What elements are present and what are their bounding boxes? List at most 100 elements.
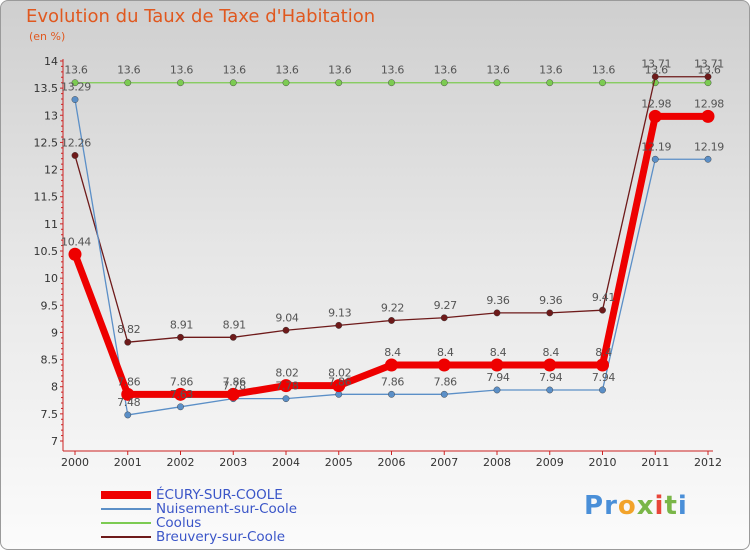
data-point-coolus xyxy=(335,79,343,87)
x-tick-label: 2012 xyxy=(694,456,722,469)
data-point-ecury xyxy=(68,247,82,261)
legend-label: Nuisement-sur-Coole xyxy=(156,501,298,517)
data-point-breuvery xyxy=(282,326,290,334)
data-point-coolus xyxy=(177,79,184,87)
data-point-ecury xyxy=(701,109,715,123)
data-label-ecury: 10.44 xyxy=(61,235,91,248)
legend-item-coolus: Coolus xyxy=(101,515,297,531)
data-label-breuvery: 9.36 xyxy=(486,294,510,307)
data-label-coolus: 13.6 xyxy=(434,64,458,77)
data-label-ecury: 8.4 xyxy=(542,346,559,359)
data-point-nuisement xyxy=(124,411,132,419)
data-label-coolus: 13.6 xyxy=(170,64,194,77)
data-label-breuvery: 13.71 xyxy=(694,58,724,71)
data-label-ecury: 7.86 xyxy=(117,375,141,388)
data-label-nuisement: 12.19 xyxy=(641,140,671,153)
data-label-nuisement: 7.86 xyxy=(328,375,352,388)
x-tick-label: 2011 xyxy=(641,456,669,469)
data-label-breuvery: 13.71 xyxy=(641,58,671,71)
data-label-breuvery: 8.82 xyxy=(117,323,140,336)
chart-unit-label: (en %) xyxy=(29,30,66,43)
data-point-ecury xyxy=(648,109,662,123)
data-point-nuisement xyxy=(71,96,79,103)
data-label-nuisement: 12.19 xyxy=(694,140,724,153)
data-point-nuisement xyxy=(651,155,659,163)
data-label-coolus: 13.6 xyxy=(64,64,88,77)
y-tick-label: 9 xyxy=(51,326,58,339)
data-point-breuvery xyxy=(388,317,395,324)
data-label-nuisement: 7.86 xyxy=(434,375,458,388)
y-tick-label: 8.5 xyxy=(41,354,59,367)
data-label-breuvery: 9.13 xyxy=(328,306,352,319)
data-point-breuvery xyxy=(599,306,606,314)
y-tick-label: 10.5 xyxy=(34,245,59,258)
y-tick-label: 12 xyxy=(44,164,58,177)
logo-letter: P xyxy=(584,491,605,521)
data-label-nuisement: 7.63 xyxy=(170,388,194,401)
data-label-coolus: 13.6 xyxy=(223,64,247,77)
data-label-ecury: 8.4 xyxy=(595,346,612,359)
data-label-nuisement: 7.48 xyxy=(117,396,141,409)
y-tick-label: 14 xyxy=(44,55,58,68)
data-point-nuisement xyxy=(493,386,501,394)
legend-swatch xyxy=(101,536,151,538)
x-tick-label: 2008 xyxy=(483,456,511,469)
data-label-ecury: 7.86 xyxy=(223,375,247,388)
data-point-coolus xyxy=(440,79,448,87)
data-label-coolus: 13.6 xyxy=(539,64,563,77)
data-label-nuisement: 7.94 xyxy=(592,371,616,384)
y-tick-label: 7.5 xyxy=(41,408,59,421)
data-label-nuisement: 7.78 xyxy=(275,380,299,393)
data-point-coolus xyxy=(493,79,501,87)
data-point-breuvery xyxy=(335,321,343,329)
legend-item-ecury: ÉCURY-SUR-COOLE xyxy=(101,487,297,503)
data-label-nuisement: 7.94 xyxy=(539,371,563,384)
y-tick-label: 7 xyxy=(51,435,58,448)
data-label-ecury: 8.4 xyxy=(384,346,401,359)
logo-letter: o xyxy=(617,491,637,521)
data-label-breuvery: 12.26 xyxy=(61,136,91,149)
x-tick-label: 2003 xyxy=(219,456,247,469)
y-tick-label: 11.5 xyxy=(34,191,59,204)
chart-title: Evolution du Taux de Taxe d'Habitation xyxy=(26,6,376,27)
chart-legend: ÉCURY-SUR-COOLE Nuisement-sur-Coole Coolus… xyxy=(101,487,298,545)
x-tick-label: 2010 xyxy=(589,456,617,469)
data-point-coolus xyxy=(599,79,606,87)
data-point-coolus xyxy=(388,79,395,87)
logo-letter: x xyxy=(636,491,655,521)
y-tick-label: 13.5 xyxy=(34,82,59,95)
data-label-nuisement: 13.29 xyxy=(61,81,91,94)
legend-item-breuvery: Breuvery-sur-Coole xyxy=(101,529,297,545)
data-label-nuisement: 7.86 xyxy=(381,375,405,388)
data-point-breuvery xyxy=(704,73,712,81)
data-point-nuisement xyxy=(388,390,395,398)
data-point-breuvery xyxy=(177,333,184,341)
data-point-nuisement xyxy=(704,155,712,163)
y-tick-label: 8 xyxy=(51,381,58,394)
data-point-ecury xyxy=(226,387,240,401)
data-point-ecury xyxy=(596,358,609,372)
legend-item-nuisement: Nuisement-sur-Coole xyxy=(101,501,298,517)
data-point-ecury xyxy=(174,387,187,401)
data-point-breuvery xyxy=(229,333,237,341)
x-tick-label: 2007 xyxy=(430,456,458,469)
data-point-coolus xyxy=(546,79,554,87)
data-label-ecury: 12.98 xyxy=(694,97,724,110)
data-point-coolus xyxy=(71,79,79,87)
data-label-ecury: 8.4 xyxy=(490,346,507,359)
data-label-coolus: 13.6 xyxy=(486,64,510,77)
data-point-breuvery xyxy=(493,309,501,317)
data-point-nuisement xyxy=(177,403,184,411)
x-tick-label: 2009 xyxy=(536,456,564,469)
x-tick-label: 2000 xyxy=(61,456,89,469)
data-label-ecury: 7.86 xyxy=(170,375,194,388)
data-label-ecury: 8.4 xyxy=(437,346,454,359)
legend-swatch xyxy=(101,522,151,524)
data-point-nuisement xyxy=(282,395,290,403)
data-label-ecury: 8.02 xyxy=(275,367,298,380)
data-point-breuvery xyxy=(651,73,659,81)
data-label-breuvery: 8.91 xyxy=(170,318,193,331)
data-label-breuvery: 9.22 xyxy=(381,301,404,314)
